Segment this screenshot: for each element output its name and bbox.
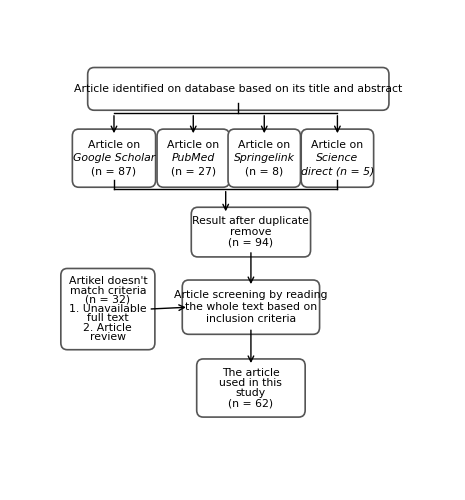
Text: PubMed: PubMed bbox=[172, 153, 215, 163]
FancyBboxPatch shape bbox=[301, 129, 374, 187]
Text: review: review bbox=[90, 332, 126, 342]
Text: Artikel doesn't: Artikel doesn't bbox=[68, 276, 147, 286]
Text: Article on: Article on bbox=[167, 140, 219, 150]
Text: 2. Article: 2. Article bbox=[84, 322, 132, 332]
Text: Science: Science bbox=[316, 153, 359, 163]
Text: direct (n = 5): direct (n = 5) bbox=[301, 166, 374, 176]
Text: (n = 8): (n = 8) bbox=[245, 166, 283, 176]
Text: the whole text based on: the whole text based on bbox=[185, 302, 317, 312]
FancyBboxPatch shape bbox=[88, 68, 389, 110]
Text: match criteria: match criteria bbox=[70, 286, 146, 296]
FancyBboxPatch shape bbox=[182, 280, 319, 334]
Text: Google Scholar: Google Scholar bbox=[73, 153, 155, 163]
FancyBboxPatch shape bbox=[191, 208, 311, 257]
Text: Article on: Article on bbox=[88, 140, 140, 150]
FancyBboxPatch shape bbox=[61, 268, 155, 349]
FancyBboxPatch shape bbox=[228, 129, 300, 187]
Text: (n = 87): (n = 87) bbox=[92, 166, 137, 176]
Text: inclusion criteria: inclusion criteria bbox=[206, 314, 296, 324]
Text: (n = 62): (n = 62) bbox=[228, 398, 273, 408]
Text: 1. Unavailable: 1. Unavailable bbox=[69, 304, 146, 314]
Text: full text: full text bbox=[87, 314, 129, 324]
Text: (n = 94): (n = 94) bbox=[228, 238, 273, 248]
Text: study: study bbox=[236, 388, 266, 398]
Text: Article on: Article on bbox=[238, 140, 290, 150]
FancyBboxPatch shape bbox=[73, 129, 156, 187]
Text: remove: remove bbox=[230, 227, 272, 237]
Text: used in this: used in this bbox=[219, 378, 282, 388]
Text: Springelink: Springelink bbox=[234, 153, 295, 163]
Text: The article: The article bbox=[222, 368, 280, 378]
FancyBboxPatch shape bbox=[197, 359, 305, 417]
Text: Result after duplicate: Result after duplicate bbox=[193, 216, 309, 226]
Text: Article on: Article on bbox=[312, 140, 364, 150]
Text: (n = 32): (n = 32) bbox=[85, 295, 130, 305]
Text: Article screening by reading: Article screening by reading bbox=[174, 290, 328, 300]
Text: Article identified on database based on its title and abstract: Article identified on database based on … bbox=[74, 84, 402, 94]
Text: (n = 27): (n = 27) bbox=[171, 166, 216, 176]
FancyBboxPatch shape bbox=[157, 129, 230, 187]
